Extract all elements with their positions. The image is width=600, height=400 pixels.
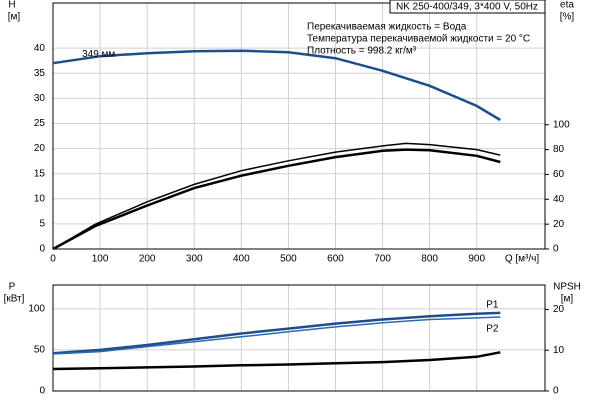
series-line: [52, 148, 501, 251]
y2-tick-label: 100: [553, 119, 570, 130]
y-axis-unit: [м]: [8, 12, 21, 23]
y-axis-label: P: [9, 282, 16, 293]
series-label: P1: [486, 300, 499, 311]
y-tick-label: 100: [28, 303, 45, 314]
y-tick-label: 40: [34, 43, 46, 54]
y-tick-label: 5: [39, 219, 45, 230]
plot-frame: [52, 284, 546, 392]
x-tick-label: 400: [233, 254, 250, 265]
series-label: 349 мм: [82, 49, 115, 60]
y2-axis-unit: [%]: [560, 12, 575, 23]
y-tick-label: 25: [34, 118, 46, 129]
y-axis-unit: [кВт]: [4, 294, 25, 305]
x-tick-label: 100: [92, 254, 109, 265]
y-tick-label: 0: [39, 244, 45, 255]
y2-axis-label: eta: [560, 0, 574, 11]
y-tick-label: 0: [39, 386, 45, 397]
series-line: [52, 311, 501, 355]
y2-axis-label: NPSH: [553, 282, 581, 293]
series-label: P2: [486, 324, 499, 335]
y-tick-label: 30: [34, 93, 46, 104]
x-tick-label: 900: [468, 254, 485, 265]
y2-axis-unit: [м]: [561, 294, 574, 305]
series-line: [52, 316, 501, 355]
y-tick-label: 20: [34, 143, 46, 154]
y2-tick-label: 10: [553, 345, 565, 356]
y2-tick-label: 40: [553, 194, 565, 205]
x-tick-label: 300: [186, 254, 203, 265]
header: NK 250-400/349, 3*400 V, 50Hz: [396, 2, 538, 13]
x-tick-label: 600: [327, 254, 344, 265]
x-tick-label: 700: [374, 254, 391, 265]
y2-tick-label: 60: [553, 169, 565, 180]
y-tick-label: 10: [34, 193, 46, 204]
x-tick-label: 500: [280, 254, 297, 265]
x-axis-label: Q [м³/ч]: [505, 254, 540, 265]
info-line: Плотность = 998.2 кг/м³: [307, 46, 417, 57]
info-line: Температура перекачиваемой жидкости = 20…: [307, 34, 530, 45]
series-line: [52, 351, 501, 371]
y-tick-label: 50: [34, 345, 46, 356]
y2-tick-label: 20: [553, 219, 565, 230]
x-tick-label: 200: [139, 254, 156, 265]
series-line: [52, 142, 501, 250]
y2-tick-label: 80: [553, 144, 565, 155]
x-tick-label: 800: [421, 254, 438, 265]
y2-tick-label: 0: [553, 244, 559, 255]
header-box: [389, 0, 546, 14]
y-tick-label: 15: [34, 168, 46, 179]
y-axis-label: H: [8, 0, 15, 11]
y-tick-label: 35: [34, 68, 46, 79]
series-line: [52, 49, 501, 122]
y2-tick-label: 20: [553, 304, 565, 315]
info-line: Перекачиваемая жидкость = Вода: [307, 22, 467, 33]
y2-tick-label: 0: [553, 386, 559, 397]
x-tick-label: 0: [50, 254, 56, 265]
plot-frame: [52, 2, 546, 250]
